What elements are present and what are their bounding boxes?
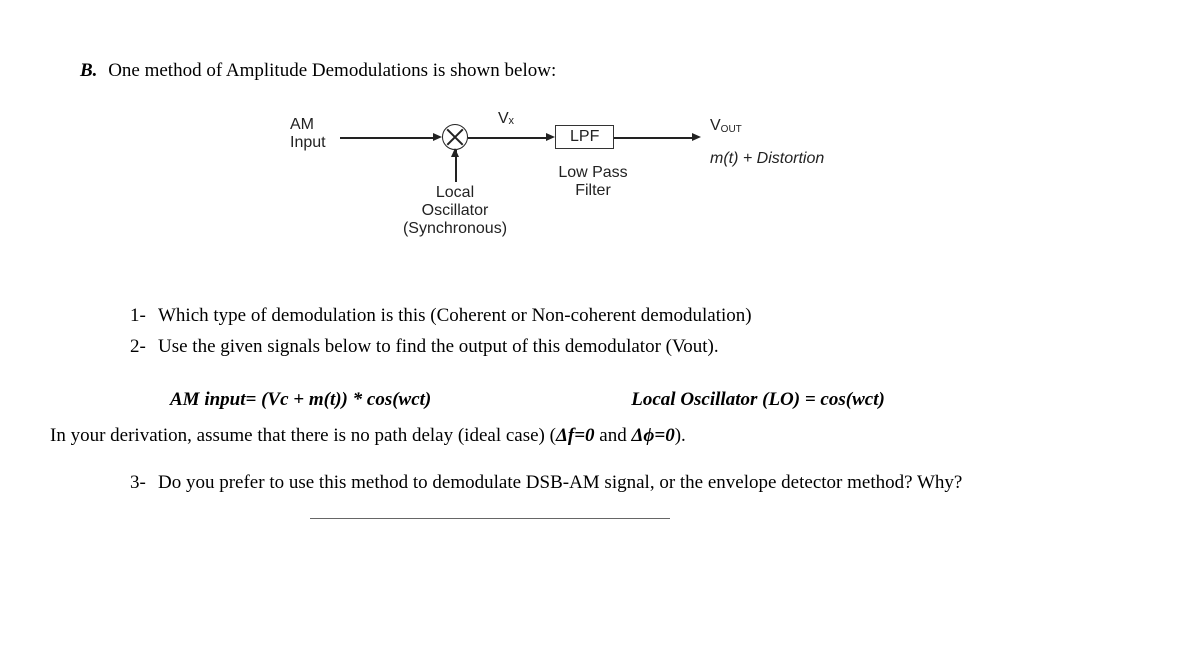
am-input-signal: AM input= (Vc + m(t)) * cos(wct)	[170, 389, 431, 411]
wire-lpf-to-out	[614, 137, 694, 139]
am-input-line2: Input	[290, 134, 326, 152]
vout-v: V	[710, 117, 721, 134]
assumption-suffix: ).	[675, 425, 686, 446]
bottom-rule	[310, 518, 670, 519]
vout-label: VOUT	[710, 117, 742, 135]
delta-f: Δf=0	[556, 425, 595, 446]
arrow-out	[692, 133, 701, 141]
question-list-bottom: 3-Do you prefer to use this method to de…	[130, 469, 1160, 498]
question-2: 2-Use the given signals below to find th…	[130, 333, 1160, 362]
q2-number: 2-	[130, 333, 158, 362]
arrow-lo-up	[451, 148, 459, 157]
am-input-label: AM Input	[290, 116, 326, 152]
lpf-sub2: Filter	[548, 182, 638, 200]
question-3: 3-Do you prefer to use this method to de…	[130, 469, 1160, 498]
signals-row: AM input= (Vc + m(t)) * cos(wct) Local O…	[170, 389, 1160, 411]
vx-label: Vₓ	[498, 110, 514, 128]
q1-text: Which type of demodulation is this (Cohe…	[158, 305, 752, 326]
am-input-line1: AM	[290, 116, 326, 134]
section-label: B.	[80, 60, 97, 81]
assumption-line: In your derivation, assume that there is…	[50, 425, 1160, 447]
question-1: 1-Which type of demodulation is this (Co…	[130, 302, 1160, 331]
q3-text: Do you prefer to use this method to demo…	[158, 472, 962, 493]
q1-number: 1-	[130, 302, 158, 331]
q2-text: Use the given signals below to find the …	[158, 336, 719, 357]
section-heading: B. One method of Amplitude Demodulations…	[80, 60, 1160, 82]
question-list-top: 1-Which type of demodulation is this (Co…	[130, 302, 1160, 361]
mixer-symbol	[442, 124, 468, 150]
lpf-box: LPF	[555, 125, 614, 149]
assumption-prefix: In your derivation, assume that there is…	[50, 425, 556, 446]
lo-signal: Local Oscillator (LO) = cos(wct)	[631, 389, 885, 411]
lo-line1: Local	[385, 184, 525, 202]
lo-line2: Oscillator	[385, 202, 525, 220]
lpf-sublabel: Low Pass Filter	[548, 164, 638, 200]
delta-phi: Δϕ=0	[631, 425, 674, 446]
q3-number: 3-	[130, 469, 158, 498]
arrow-into-lpf	[546, 133, 555, 141]
lpf-sub1: Low Pass	[548, 164, 638, 182]
arrow-into-mixer	[433, 133, 442, 141]
local-oscillator-label: Local Oscillator (Synchronous)	[385, 184, 525, 238]
lo-line3: (Synchronous)	[385, 220, 525, 238]
vout-sub: OUT	[721, 124, 742, 135]
output-expression: m(t) + Distortion	[710, 150, 824, 168]
block-diagram: AM Input Vₓ LPF Low Pass Filter VOUT m(t…	[250, 102, 950, 292]
wire-mixer-to-lpf	[468, 137, 548, 139]
wire-am-to-mixer	[340, 137, 435, 139]
section-text: One method of Amplitude Demodulations is…	[108, 60, 556, 81]
assumption-and: and	[595, 425, 632, 446]
